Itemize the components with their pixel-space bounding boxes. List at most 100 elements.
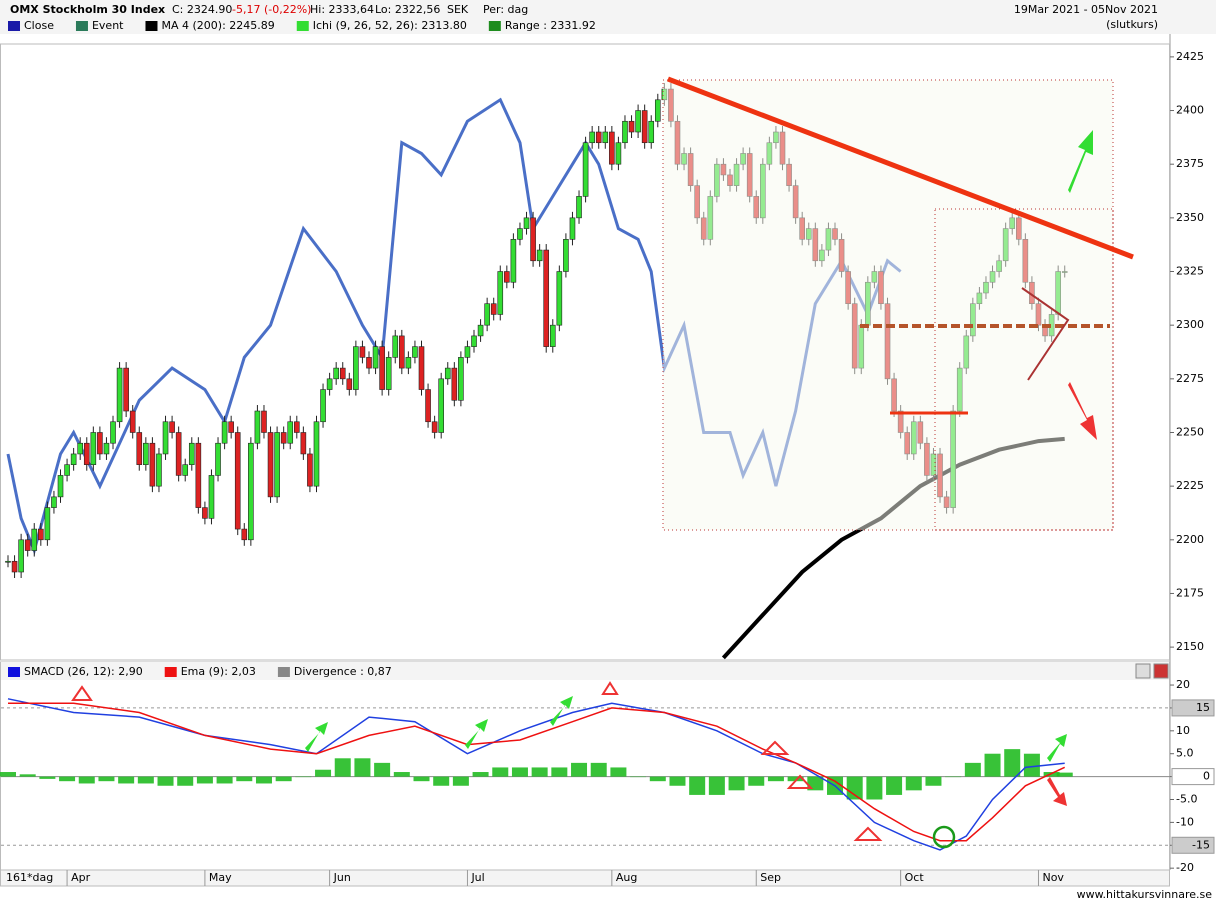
histogram-bar	[236, 776, 253, 782]
y-tick-highlight	[1171, 768, 1215, 786]
candle	[490, 303, 497, 315]
candle	[556, 271, 563, 326]
candle	[609, 131, 615, 165]
y-tick-label: 10	[1176, 724, 1190, 737]
candle	[241, 528, 248, 541]
candle	[346, 378, 353, 390]
histogram-bar	[728, 776, 745, 791]
candle	[320, 389, 326, 423]
histogram-bar	[295, 776, 312, 778]
y-tick-label: 2225	[1176, 479, 1204, 492]
signal-triangle	[760, 740, 790, 755]
candle	[523, 217, 530, 229]
y-tick-label: -20	[1176, 861, 1194, 874]
candle	[51, 496, 57, 508]
histogram-bar	[511, 767, 528, 777]
histogram-bar	[216, 776, 233, 784]
x-tick-label: May	[209, 871, 232, 884]
candle	[563, 239, 569, 272]
histogram-bar	[0, 772, 16, 777]
header-mode: (slutkurs)	[1106, 18, 1158, 31]
candle	[622, 120, 628, 144]
candle	[162, 421, 169, 455]
candle	[504, 271, 510, 283]
histogram-bar	[571, 762, 588, 777]
histogram-bar	[551, 767, 568, 777]
candle	[248, 442, 254, 541]
y-tick-label: 2200	[1176, 533, 1204, 546]
source-label: www.hittakursvinnare.se	[1077, 888, 1213, 901]
legend-label: Range : 2331.92	[505, 19, 596, 32]
candle	[18, 539, 24, 573]
trend-line	[667, 76, 1134, 260]
candle	[431, 421, 438, 433]
histogram-bar	[39, 776, 56, 779]
histogram-bar	[1056, 772, 1073, 777]
y-tick-label: 2175	[1176, 586, 1204, 599]
y-tick-label: -5.0	[1176, 792, 1197, 805]
candle	[654, 99, 661, 122]
candle	[366, 357, 372, 369]
header-change: -5,17 (-0,22%)	[232, 3, 311, 16]
legend-swatch	[75, 21, 88, 31]
macd-header-bg	[1, 662, 1169, 680]
up-arrow	[465, 719, 488, 749]
y-tick-label: 2325	[1176, 265, 1204, 278]
header-low: Lo: 2322,56	[375, 3, 440, 16]
y-tick-highlight	[1171, 699, 1215, 717]
time-axis	[0, 869, 1170, 887]
candle	[313, 421, 320, 487]
candle	[392, 335, 399, 358]
candle	[70, 453, 77, 465]
signal-triangle	[601, 681, 619, 695]
histogram-bar	[492, 767, 509, 777]
histogram-bar	[472, 772, 489, 777]
histogram-bar	[1023, 753, 1040, 777]
histogram-bar	[925, 776, 942, 786]
candle	[156, 453, 162, 487]
histogram-bar	[767, 776, 784, 782]
candle	[182, 464, 189, 476]
y-tick-label: 2250	[1176, 425, 1204, 438]
up-arrow	[305, 722, 328, 752]
histogram-bar	[196, 776, 213, 784]
candle	[287, 421, 294, 444]
histogram-bar	[708, 776, 725, 795]
candle	[136, 432, 143, 465]
close-button[interactable]	[1153, 663, 1169, 679]
candle	[444, 367, 451, 380]
signal-triangle	[853, 826, 883, 841]
histogram-bar	[157, 776, 174, 786]
tool-button[interactable]	[1135, 663, 1151, 679]
signal-circle	[932, 825, 956, 849]
candle	[175, 432, 182, 476]
histogram-bar	[866, 776, 883, 800]
candle	[510, 239, 517, 283]
y-tick-label: 2425	[1176, 50, 1204, 63]
histogram-bar	[393, 772, 410, 777]
legend-swatch	[164, 667, 177, 677]
candle	[641, 110, 648, 144]
candle	[123, 367, 129, 412]
legend-label: Ema (9): 2,03	[181, 665, 256, 678]
x-tick-label: Apr	[71, 871, 91, 884]
candle	[195, 442, 202, 508]
candle	[293, 421, 300, 433]
candle	[77, 442, 83, 455]
candle	[333, 367, 339, 380]
y-tick-label: 2275	[1176, 372, 1204, 385]
y-tick-label: 2400	[1176, 104, 1204, 117]
header-close: C: 2324.90	[172, 3, 232, 16]
legend-swatch	[145, 21, 158, 31]
candle	[83, 442, 90, 465]
range-box	[934, 208, 1114, 531]
histogram-bar	[19, 774, 36, 777]
up-arrow	[550, 696, 573, 726]
legend-label: Ichi (9, 26, 52, 26): 2313.80	[313, 19, 467, 32]
header-currency: SEK	[447, 3, 469, 16]
candle	[90, 432, 97, 465]
candle	[576, 196, 582, 219]
down-arrow	[1047, 777, 1067, 806]
histogram-bar	[669, 776, 686, 786]
candle	[595, 131, 602, 144]
